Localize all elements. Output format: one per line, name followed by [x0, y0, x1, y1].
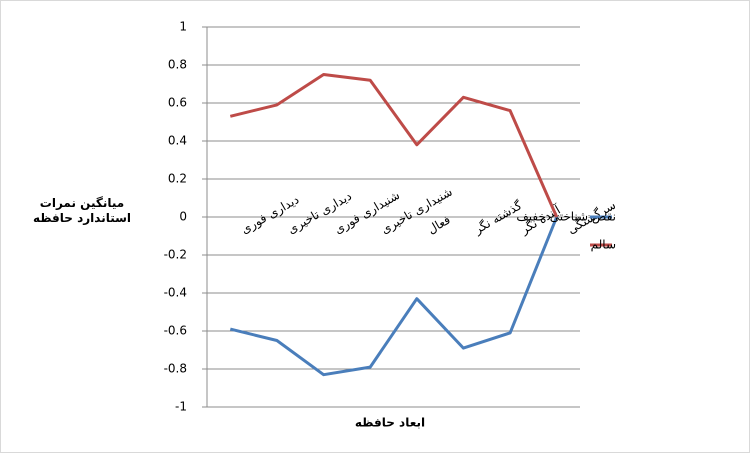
y-tick-label: 0.6 [168, 96, 187, 110]
y-tick-label: 0.4 [168, 134, 187, 148]
legend-label: نقص شناختی خفیف [516, 210, 616, 225]
legend-label: سالم [591, 238, 616, 252]
y-tick-label: -1 [175, 400, 187, 414]
series-line [229, 73, 559, 218]
y-tick-label: -0.2 [164, 248, 187, 262]
y-tick-label: 1 [179, 20, 187, 34]
y-axis-title: میانگین نمرات استاندارد حافظه [32, 196, 132, 225]
y-tick-label: -0.4 [164, 286, 187, 300]
x-axis-title: ابعاد حافظه [355, 416, 425, 430]
y-tick-label: -0.8 [164, 362, 187, 376]
y-tick-label: 0 [179, 210, 187, 224]
y-tick-label: 0.2 [168, 172, 187, 186]
series-line [229, 216, 559, 377]
y-tick-label: 0.8 [168, 58, 187, 72]
y-tick-label: -0.6 [164, 324, 187, 338]
